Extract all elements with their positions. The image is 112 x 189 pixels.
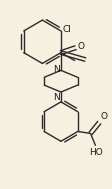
Text: N: N xyxy=(53,65,59,74)
Text: HO: HO xyxy=(89,148,102,157)
Text: N: N xyxy=(53,93,59,102)
Text: O: O xyxy=(99,112,106,121)
Text: O: O xyxy=(77,42,84,51)
Text: Cl: Cl xyxy=(62,26,71,34)
